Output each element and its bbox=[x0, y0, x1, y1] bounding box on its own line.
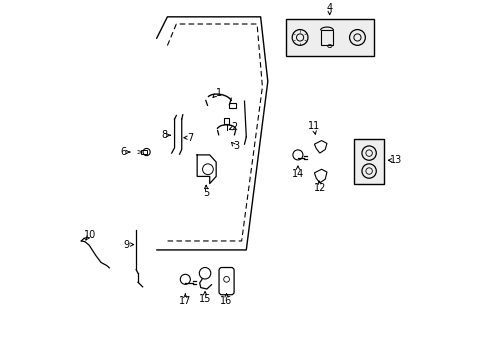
Text: 3: 3 bbox=[232, 141, 239, 151]
Text: 12: 12 bbox=[313, 183, 325, 193]
Bar bbox=[320, 30, 333, 45]
Text: 10: 10 bbox=[84, 230, 96, 240]
Text: 7: 7 bbox=[187, 133, 193, 143]
Text: 6: 6 bbox=[120, 147, 126, 157]
Text: 9: 9 bbox=[123, 239, 130, 249]
Bar bbox=[141, 150, 146, 154]
Bar bbox=[285, 19, 373, 56]
Text: 17: 17 bbox=[179, 296, 191, 306]
Text: 11: 11 bbox=[307, 121, 319, 131]
Text: 4: 4 bbox=[326, 3, 332, 13]
Text: 8: 8 bbox=[162, 130, 167, 140]
Bar bbox=[228, 103, 235, 108]
Text: 1: 1 bbox=[216, 88, 222, 98]
Text: 5: 5 bbox=[203, 188, 209, 198]
Bar bbox=[223, 118, 229, 124]
Text: 14: 14 bbox=[291, 168, 304, 179]
Bar bbox=[353, 139, 384, 184]
Text: 16: 16 bbox=[220, 296, 232, 306]
Text: 2: 2 bbox=[231, 122, 237, 132]
Text: 13: 13 bbox=[389, 155, 402, 165]
Text: 15: 15 bbox=[199, 294, 211, 304]
